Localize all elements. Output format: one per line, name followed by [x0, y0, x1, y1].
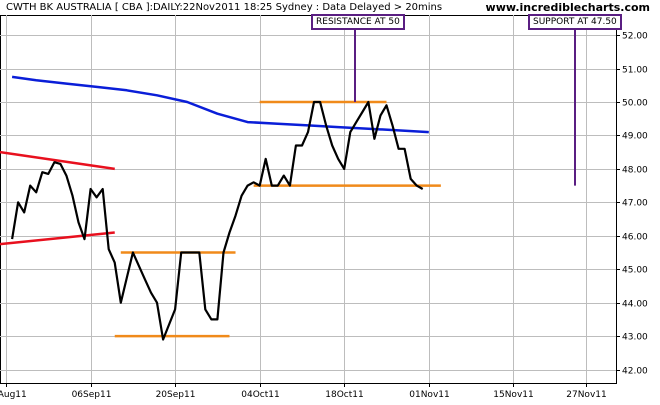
y-tick-label: 50.00: [622, 99, 648, 109]
y-tick-label: 42.00: [622, 367, 648, 377]
chart-title: CWTH BK AUSTRALIA [ CBA ]:DAILY:22Nov201…: [6, 2, 443, 13]
site-url[interactable]: www.incrediblecharts.com: [485, 1, 650, 14]
y-tick-label: 45.00: [622, 266, 648, 276]
x-tick-label: 06Sep11: [72, 390, 112, 400]
x-tick-label: 23Aug11: [0, 390, 27, 400]
moving-average-line: [11, 75, 429, 134]
y-tick-label: 48.00: [622, 166, 648, 176]
y-tick-label: 46.00: [622, 233, 648, 243]
y-tick-label: 49.00: [622, 132, 648, 142]
y-tick-label: 44.00: [622, 300, 648, 310]
trendline: [0, 231, 115, 246]
y-tick-label: 52.00: [622, 32, 648, 42]
y-tick-label: 43.00: [622, 333, 648, 343]
x-tick-label: 04Oct11: [241, 390, 279, 400]
y-tick-label: 47.00: [622, 199, 648, 209]
x-tick-label: 20Sep11: [156, 390, 196, 400]
x-tick-label: 15Nov11: [493, 390, 533, 400]
x-tick-label: 18Oct11: [325, 390, 363, 400]
price-line: [11, 100, 424, 341]
resistance-annotation: RESISTANCE AT 50: [311, 14, 405, 30]
y-tick-label: 51.00: [622, 66, 648, 76]
x-tick-label: 27Nov11: [566, 390, 606, 400]
plot-frame: [0, 15, 617, 384]
x-tick-label: 01Nov11: [409, 390, 449, 400]
trendline: [0, 150, 115, 171]
support-annotation: SUPPORT AT 47.50: [528, 14, 622, 30]
